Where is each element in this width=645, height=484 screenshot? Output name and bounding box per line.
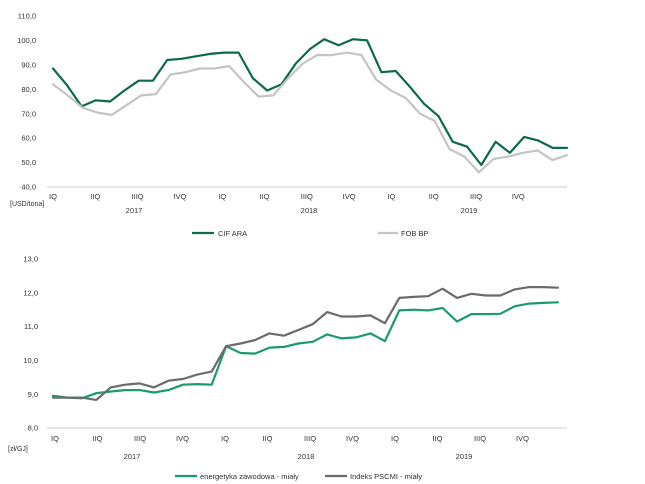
x-tick-label: IVQ: [516, 434, 529, 443]
legend: energetyka zawodowa - miały Indeks PSCMI…: [175, 472, 422, 481]
x-tick-label: IQ: [221, 434, 229, 443]
x-year-label: 2017: [124, 452, 141, 461]
x-tick-label: IIIQ: [470, 192, 482, 201]
x-tick-label: IIQ: [259, 192, 269, 201]
x-tick-label: IVQ: [346, 434, 359, 443]
series-line-2: [51, 286, 560, 401]
x-year-label: 2018: [298, 452, 315, 461]
x-tick-label: IQ: [391, 434, 399, 443]
y-tick-label: 9,0: [28, 390, 38, 399]
x-tick-label: IIIQ: [301, 192, 313, 201]
x-tick-label: IIQ: [90, 192, 100, 201]
series-line-1: [51, 38, 569, 167]
y-unit-label: [zł/GJ]: [8, 446, 28, 453]
x-tick-label: IQ: [387, 192, 395, 201]
chart-coal-price-usd: 40,0 50,0 60,0 70,0 80,0 90,0 100,0 110,0 IQ IIQ…: [10, 12, 569, 238]
x-tick-label: IQ: [51, 434, 59, 443]
x-year-label: 2017: [126, 206, 143, 215]
x-tick-label: IIIQ: [132, 192, 144, 201]
x-axis-year-labels: 2017 2018 2019: [124, 452, 473, 461]
y-tick-label: 110,0: [18, 12, 36, 21]
x-tick-label: IVQ: [173, 192, 186, 201]
x-year-label: 2019: [456, 452, 473, 461]
x-axis-quarter-labels: IQ IIQ IIIQ IVQ IQ IIQ IIIQ IVQ IQ IIQ IIIQ IVQ: [49, 192, 525, 201]
y-tick-label: 50,0: [21, 158, 36, 167]
y-tick-label: 90,0: [21, 61, 36, 70]
y-unit-label: [USD/tona]: [10, 201, 44, 208]
legend-label-cif-ara: CIF ARA: [218, 229, 247, 238]
x-tick-label: IVQ: [176, 434, 189, 443]
y-axis-ticks: 40,0 50,0 60,0 70,0 80,0 90,0 100,0 110,0: [17, 12, 36, 192]
x-axis-year-labels: 2017 2018 2019: [126, 206, 478, 215]
y-tick-label: 100,0: [17, 36, 36, 45]
x-tick-label: IVQ: [512, 192, 525, 201]
legend-label-pscmi: Indeks PSCMI - miały: [350, 472, 422, 481]
x-year-label: 2019: [461, 206, 478, 215]
y-tick-label: 8,0: [28, 424, 38, 433]
x-tick-label: IIIQ: [474, 434, 486, 443]
y-tick-label: 11,0: [24, 322, 38, 331]
y-axis-ticks: 8,0 9,0 10,0 11,0 12,0 13,0: [23, 255, 38, 433]
series-line-1: [51, 301, 560, 400]
x-tick-label: IVQ: [343, 192, 356, 201]
y-tick-label: 12,0: [23, 288, 38, 297]
x-year-label: 2018: [301, 206, 318, 215]
series-line-2: [51, 51, 569, 174]
legend-label-fob-bp: FOB BP: [401, 229, 429, 238]
series-lines: [51, 286, 560, 401]
legend: CIF ARA FOB BP: [192, 229, 429, 238]
y-tick-label: 60,0: [21, 134, 36, 143]
y-tick-label: 10,0: [23, 356, 38, 365]
y-tick-label: 40,0: [21, 183, 36, 192]
chart-coal-price-pln: 8,0 9,0 10,0 11,0 12,0 13,0 IQ IIQ IIIQ IVQ IQ IIQ…: [8, 255, 567, 481]
x-tick-label: IIIQ: [134, 434, 146, 443]
y-tick-label: 70,0: [21, 109, 36, 118]
x-tick-label: IIQ: [92, 434, 102, 443]
x-tick-label: IQ: [218, 192, 226, 201]
x-tick-label: IIIQ: [304, 434, 316, 443]
x-tick-label: IIQ: [262, 434, 272, 443]
x-tick-label: IQ: [49, 192, 57, 201]
legend-label-energetyka: energetyka zawodowa - miały: [200, 472, 299, 481]
y-tick-label: 80,0: [21, 85, 36, 94]
x-tick-label: IIQ: [429, 192, 439, 201]
y-tick-label: 13,0: [23, 255, 38, 264]
series-lines: [51, 38, 569, 174]
x-axis-quarter-labels: IQ IIQ IIIQ IVQ IQ IIQ IIIQ IVQ IQ IIQ IIIQ IVQ: [51, 434, 529, 443]
x-tick-label: IIQ: [432, 434, 442, 443]
